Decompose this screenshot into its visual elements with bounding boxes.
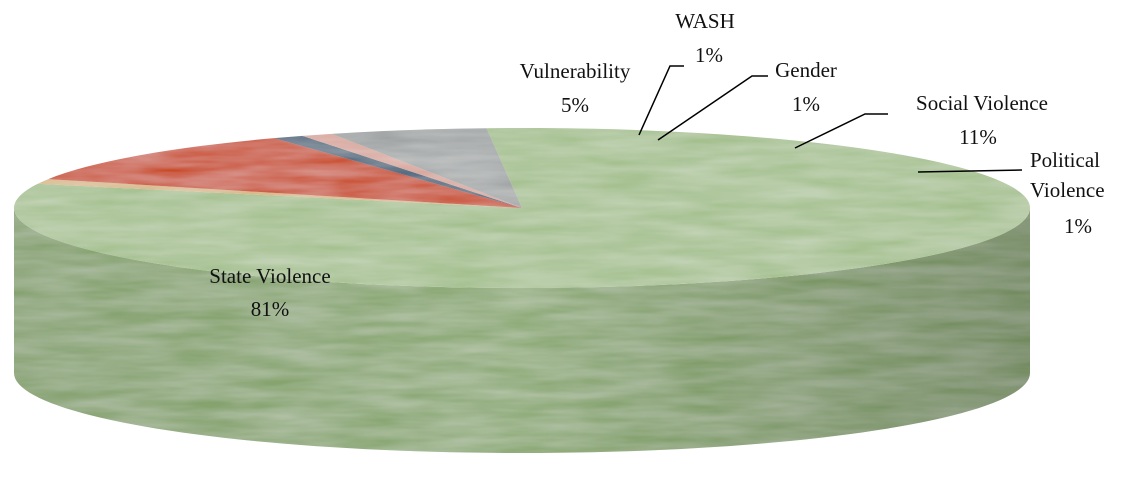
slice-category-label: State Violence <box>209 264 330 288</box>
label-social-violence: Social Violence 11% <box>794 91 1048 149</box>
label-wash: WASH 1% <box>638 9 735 136</box>
slice-category-label: Social Violence <box>916 91 1048 115</box>
label-vulnerability: Vulnerability 5% <box>520 59 631 117</box>
pie-side-walls <box>14 208 1030 453</box>
leader-line <box>794 113 888 149</box>
slice-percent-label: 5% <box>561 93 589 117</box>
slice-percent-label: 1% <box>695 43 723 67</box>
pie-labels: State Violence81%PoliticalViolence1%Soci… <box>209 9 1104 321</box>
slice-wash <box>302 133 522 208</box>
slice-percent-label: 1% <box>1064 214 1092 238</box>
label-political-violence: Political Violence 1% <box>917 148 1105 238</box>
pie-top-slices <box>14 127 1031 288</box>
slice-gender <box>274 135 522 208</box>
leader-line <box>917 169 1023 173</box>
slice-side-shade <box>14 208 1030 453</box>
slice-category-label: WASH <box>675 9 735 33</box>
label-state-violence: State Violence 81% <box>209 264 330 321</box>
slice-percent-label: 81% <box>251 297 290 321</box>
slice-state-violence <box>14 127 1031 288</box>
slice-social-violence <box>48 138 522 208</box>
slice-percent-label: 1% <box>792 92 820 116</box>
leader-line <box>657 75 768 141</box>
slice-vulnerability <box>331 128 522 208</box>
slice-category-label: Vulnerability <box>520 59 631 83</box>
slice-percent-label: 11% <box>959 125 997 149</box>
slice-category-label: Gender <box>775 58 837 82</box>
slice-category-label: Political <box>1030 148 1100 172</box>
slice-political-violence <box>37 179 522 208</box>
leader-line <box>638 65 684 136</box>
label-gender: Gender 1% <box>657 58 837 141</box>
slice-category-label: Violence <box>1030 178 1105 202</box>
